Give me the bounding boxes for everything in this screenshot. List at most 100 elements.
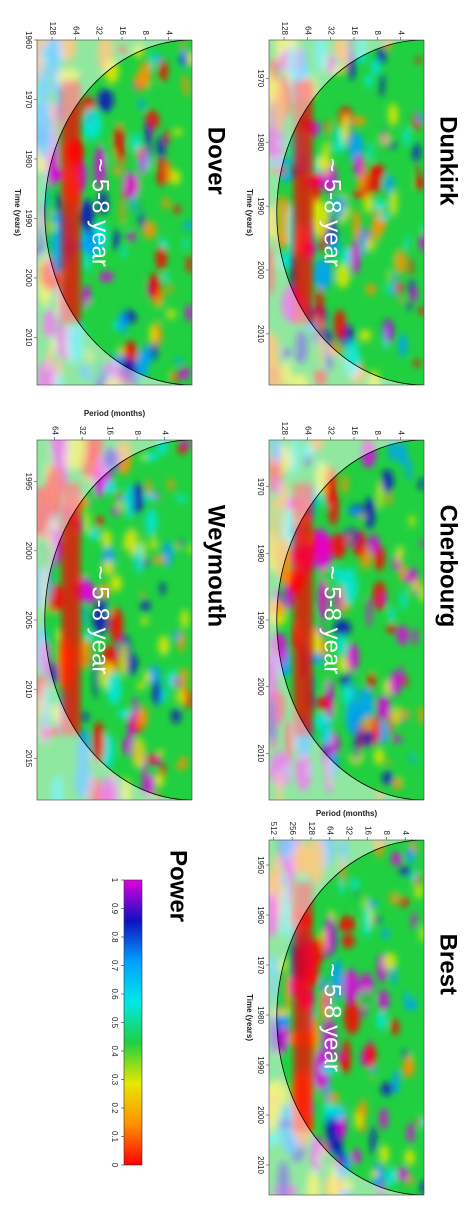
colorbar-tick-label: 0.6	[110, 988, 119, 1000]
power-blob	[329, 1104, 347, 1120]
power-blob	[127, 231, 136, 242]
cone-of-influence	[276, 40, 424, 385]
x-axis-label: Time (years)	[13, 189, 22, 236]
colorbar-tick-label: 0.4	[110, 1045, 119, 1057]
power-blob	[148, 273, 161, 299]
power-blob	[94, 145, 106, 188]
x-tick-label: 1960	[256, 906, 265, 924]
y-tick-label: 32	[95, 26, 104, 35]
power-band	[293, 882, 313, 1132]
power-blob	[122, 172, 139, 199]
plot-frame	[268, 39, 425, 386]
power-blob	[351, 886, 362, 910]
power-blob	[107, 149, 115, 167]
power-blob	[411, 870, 418, 882]
power-blob	[156, 299, 167, 325]
power-blob	[372, 209, 387, 234]
y-tick-label: 16	[363, 826, 372, 835]
cone-of-influence	[44, 440, 192, 800]
y-tick-label: 4	[165, 31, 174, 36]
power-band	[61, 483, 81, 736]
power-blob	[415, 174, 424, 191]
x-tick-label: 2010	[24, 680, 33, 698]
annotation: ~ 5-8 year	[87, 158, 114, 267]
power-blob	[412, 143, 421, 162]
power-blob	[370, 1126, 377, 1155]
power-blob	[369, 1170, 380, 1178]
x-tick-label: 1970	[256, 478, 265, 496]
power-blob	[420, 539, 424, 548]
power-blob	[391, 1018, 400, 1036]
power-blob	[421, 222, 424, 235]
power-blob	[143, 493, 158, 501]
power-blob	[364, 497, 376, 529]
power-blob	[93, 657, 98, 699]
power-blob	[156, 749, 164, 757]
y-tick-label: 4	[160, 431, 169, 436]
power-blob	[399, 295, 404, 305]
power-blob	[186, 51, 192, 66]
power-blob	[122, 221, 133, 228]
power-blob	[341, 1038, 351, 1075]
power-blob	[322, 1017, 336, 1060]
power-blob	[135, 353, 149, 379]
colorbar	[123, 879, 143, 1166]
power-blob	[378, 989, 389, 1012]
power-blob	[95, 515, 104, 528]
power-band	[293, 483, 313, 736]
power-blob	[183, 237, 188, 250]
power-blob	[368, 142, 373, 163]
x-tick-label: 1980	[256, 544, 265, 562]
power-blob	[416, 72, 422, 80]
power-blob	[347, 507, 362, 516]
power-blob	[118, 158, 125, 194]
y-tick-label: 4	[397, 431, 406, 436]
power-blob	[379, 72, 385, 97]
y-tick-label: 128	[307, 822, 316, 836]
power-blob	[398, 333, 408, 358]
power-blob	[134, 544, 144, 574]
power-blob	[81, 108, 102, 141]
power-blob	[185, 304, 192, 322]
power-blob	[83, 301, 100, 335]
power-blob	[408, 567, 418, 583]
power-blob	[321, 141, 330, 177]
colorbar-tick-label: 0.3	[110, 1074, 119, 1086]
power-blob	[140, 453, 146, 461]
power-blob	[404, 234, 409, 251]
power-band	[61, 81, 81, 323]
power-blob	[412, 587, 418, 596]
power-blob	[183, 81, 190, 96]
annotation: ~ 5-8 year	[87, 566, 114, 675]
power-blob	[97, 88, 114, 113]
x-tick-label: 1980	[24, 150, 33, 168]
power-blob	[406, 1123, 415, 1143]
y-tick-label: 32	[78, 426, 87, 435]
y-tick-label: 8	[373, 31, 382, 36]
power-blob	[343, 999, 361, 1035]
power-blob	[122, 737, 130, 755]
power-blob	[336, 634, 348, 656]
power-blob	[125, 483, 134, 519]
colorbar-tick-label: 0.9	[110, 903, 119, 915]
power-blob	[328, 533, 347, 559]
power-blob	[418, 1100, 424, 1116]
y-tick-label: 512	[269, 822, 278, 836]
power-blob	[160, 581, 166, 596]
power-blob	[324, 995, 330, 1010]
y-tick-label: 64	[326, 826, 335, 835]
x-tick-label: 2010	[256, 325, 265, 343]
x-tick-label: 2000	[24, 269, 33, 287]
power-blob	[405, 997, 417, 1011]
power-blob	[367, 672, 376, 689]
power-blob	[117, 311, 128, 334]
power-blob	[397, 1167, 409, 1181]
power-blob	[362, 906, 371, 939]
power-blob	[392, 1069, 400, 1095]
power-blob	[415, 165, 420, 175]
power-blob	[160, 365, 173, 383]
colorbar-tick-label: 0	[110, 1163, 119, 1168]
y-tick-label: 128	[280, 22, 289, 36]
power-blob	[370, 659, 376, 677]
